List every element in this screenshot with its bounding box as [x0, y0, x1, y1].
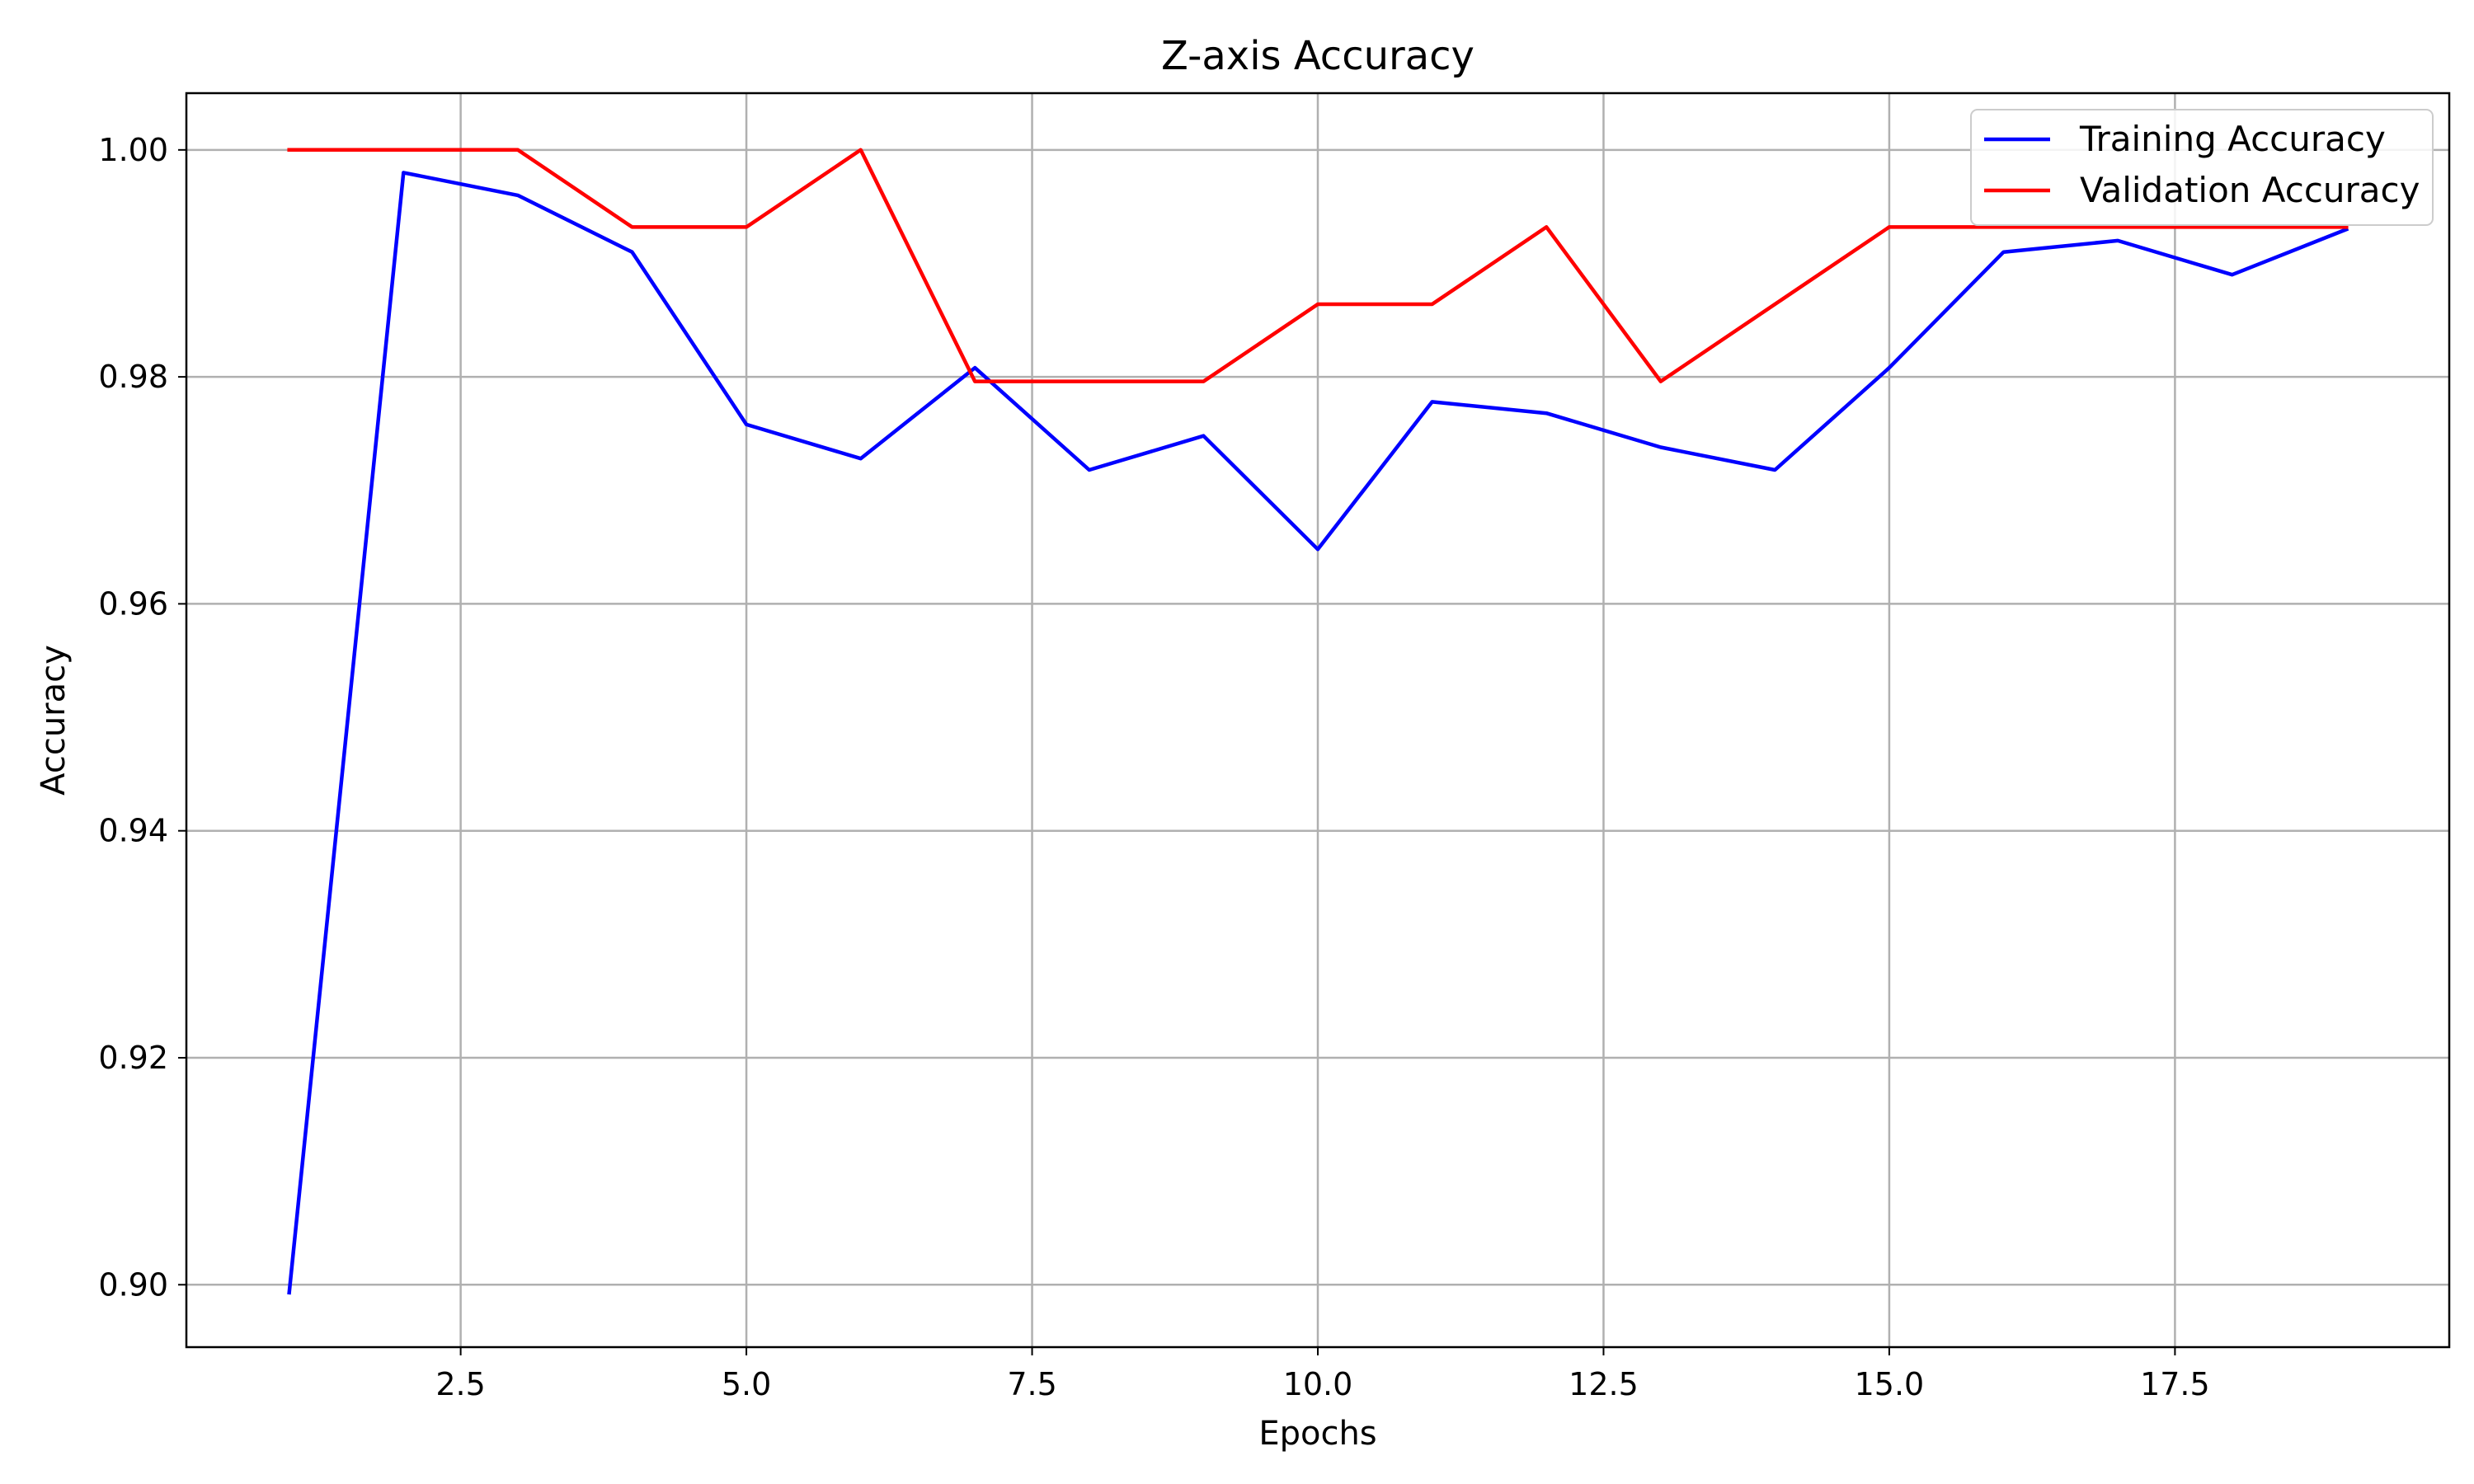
series-lines: [287, 148, 2349, 1295]
training-accuracy-line: [287, 171, 2349, 1295]
x-tick-label: 5.0: [722, 1366, 771, 1402]
x-axis-label: Epochs: [1258, 1415, 1376, 1453]
x-tick-label: 12.5: [1569, 1366, 1639, 1402]
y-tick-label: 0.96: [98, 585, 168, 622]
legend-label: Training Accuracy: [2079, 119, 2386, 159]
y-axis-label: Accuracy: [35, 645, 73, 796]
y-tick-label: 0.98: [98, 359, 168, 395]
legend-label: Validation Accuracy: [2080, 170, 2420, 210]
validation-accuracy-line: [287, 148, 2349, 383]
legend: Training Accuracy Validation Accuracy: [1970, 109, 2434, 226]
x-tick-label: 15.0: [1855, 1366, 1925, 1402]
y-tick-label: 1.00: [98, 132, 168, 168]
y-tick-label: 0.94: [98, 813, 168, 849]
x-tick-label: 10.0: [1283, 1366, 1353, 1402]
legend-box: [1970, 109, 2434, 226]
axis-ticks: 2.5 5.0 7.5 10.0 12.5 15.0 17.5 0.90 0.92 0.94 0.9…: [98, 132, 2209, 1402]
x-tick-label: 7.5: [1007, 1366, 1056, 1402]
x-tick-label: 17.5: [2140, 1366, 2210, 1402]
y-tick-label: 0.90: [98, 1266, 168, 1303]
x-tick-label: 2.5: [435, 1366, 485, 1402]
chart-title: Z-axis Accuracy: [1161, 33, 1475, 79]
grid: [186, 93, 2449, 1347]
y-tick-label: 0.92: [98, 1040, 168, 1076]
